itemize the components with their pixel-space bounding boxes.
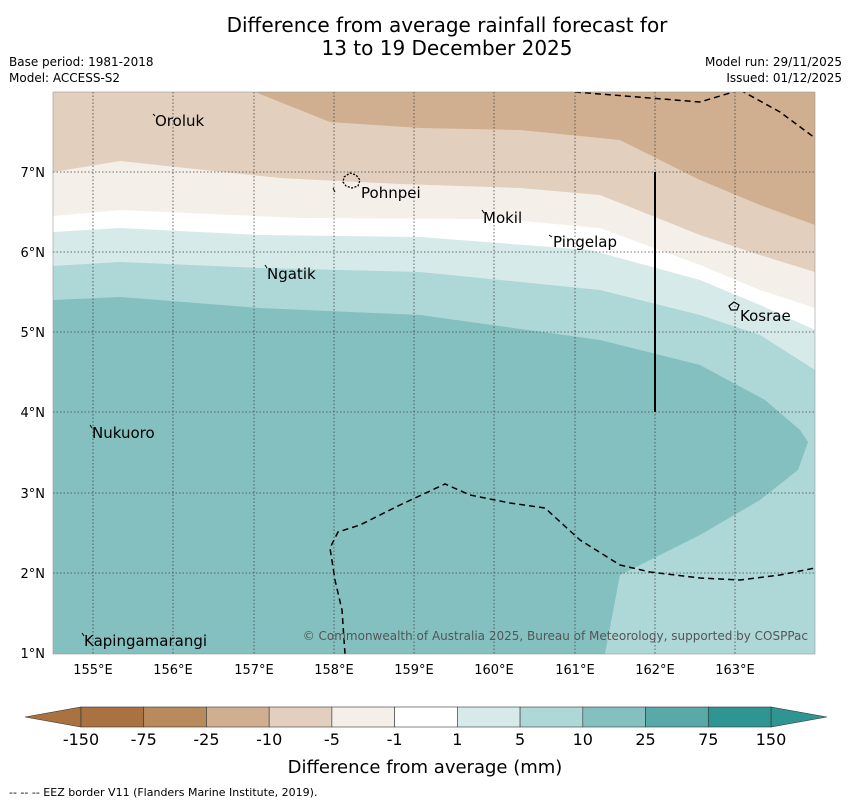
y-tick-label: 5°N (21, 326, 46, 341)
pingelap-marker (548, 234, 553, 238)
x-axis-ticks: 155°E 156°E 157°E 158°E 159°E 160°E 161°… (73, 663, 755, 678)
label-kosrae: Kosrae (740, 307, 791, 325)
eez-footnote: -- -- -- EEZ border V11 (Flanders Marine… (9, 786, 318, 799)
model-name: Model: ACCESS-S2 (9, 71, 121, 85)
rainfall-map (53, 92, 815, 654)
y-tick-label: 6°N (21, 246, 46, 261)
colorbar-cell (80, 706, 145, 728)
label-pohnpei: Pohnpei (361, 184, 421, 202)
oroluk-marker (152, 113, 156, 117)
y-axis-ticks: 7°N 6°N 5°N 4°N 3°N 2°N 1°N (21, 166, 46, 662)
label-oroluk: Oroluk (155, 112, 204, 130)
y-tick-label: 3°N (21, 487, 46, 502)
y-tick-label: 2°N (21, 567, 46, 582)
colorbar-cell (206, 706, 270, 728)
label-kapingamarangi: Kapingamarangi (84, 632, 207, 650)
colorbar-cell (457, 706, 521, 728)
islet-mark (332, 187, 336, 193)
x-tick-label: 162°E (635, 663, 675, 678)
kapingamarangi-marker (81, 632, 85, 637)
colorbar-label: -150 (63, 730, 99, 749)
colorbar-cell (331, 706, 395, 728)
map-frame (52, 91, 816, 655)
pohnpei-island-icon (342, 172, 361, 189)
colorbar-label: 5 (515, 730, 525, 749)
colorbar-label: -25 (193, 730, 219, 749)
colorbar-title: Difference from average (mm) (288, 757, 563, 778)
x-tick-label: 163°E (715, 663, 755, 678)
nukuoro-marker (89, 424, 93, 429)
colorbar-cell (519, 706, 584, 728)
colorbar-label: 1 (452, 730, 462, 749)
graticule (53, 92, 815, 654)
colorbar-high-arrow (770, 706, 828, 728)
colorbar-label: -10 (256, 730, 282, 749)
meta-left: Base period: 1981-2018 Model: ACCESS-S2 (9, 54, 154, 86)
colorbar-cells (80, 706, 772, 728)
colorbar-label: -5 (324, 730, 340, 749)
y-tick-label: 7°N (21, 166, 46, 181)
base-period: Base period: 1981-2018 (9, 55, 154, 69)
label-nukuoro: Nukuoro (92, 424, 155, 442)
mokil-marker (481, 209, 485, 214)
issued-date: Issued: 01/12/2025 (726, 71, 842, 85)
x-tick-label: 161°E (555, 663, 595, 678)
band-brown-10-25 (255, 92, 815, 225)
ngatik-marker (264, 264, 268, 269)
colorbar-cell (268, 706, 333, 728)
colorbar-cell (645, 706, 709, 728)
copyright-credit: © Commonwealth of Australia 2025, Bureau… (303, 629, 808, 643)
model-run: Model run: 29/11/2025 (704, 55, 842, 69)
x-tick-label: 156°E (153, 663, 193, 678)
colorbar-cell (394, 706, 458, 728)
colorbar: -150 -75 -25 -10 -5 -1 1 5 10 25 75 150 Difference … (24, 706, 828, 778)
map-title: Difference from average rainfall forecas… (0, 14, 850, 60)
title-line-1: Difference from average rainfall forecas… (226, 13, 668, 37)
colorbar-cell (707, 706, 772, 728)
x-tick-label: 155°E (73, 663, 113, 678)
label-mokil: Mokil (483, 209, 522, 227)
x-tick-label: 157°E (234, 663, 274, 678)
x-tick-label: 159°E (394, 663, 434, 678)
meta-right: Model run: 29/11/2025 Issued: 01/12/2025 (705, 54, 842, 86)
colorbar-cell (143, 706, 207, 728)
colorbar-label: 150 (756, 730, 787, 749)
colorbar-label: -1 (387, 730, 403, 749)
y-tick-label: 4°N (21, 406, 46, 421)
colorbar-labels: -150 -75 -25 -10 -5 -1 1 5 10 25 75 150 (63, 730, 786, 749)
label-pingelap: Pingelap (553, 233, 617, 251)
title-line-2: 13 to 19 December 2025 (321, 36, 573, 60)
x-tick-label: 158°E (314, 663, 354, 678)
eez-border (329, 92, 815, 654)
colorbar-label: -75 (131, 730, 157, 749)
colorbar-label: 75 (698, 730, 718, 749)
kosrae-island-icon (728, 301, 740, 311)
colorbar-cell (582, 706, 646, 728)
y-tick-label: 1°N (21, 647, 46, 662)
colorbar-label: 10 (573, 730, 593, 749)
label-ngatik: Ngatik (267, 265, 316, 283)
colorbar-low-arrow (24, 706, 82, 728)
colorbar-label: 25 (635, 730, 655, 749)
x-tick-label: 160°E (474, 663, 514, 678)
